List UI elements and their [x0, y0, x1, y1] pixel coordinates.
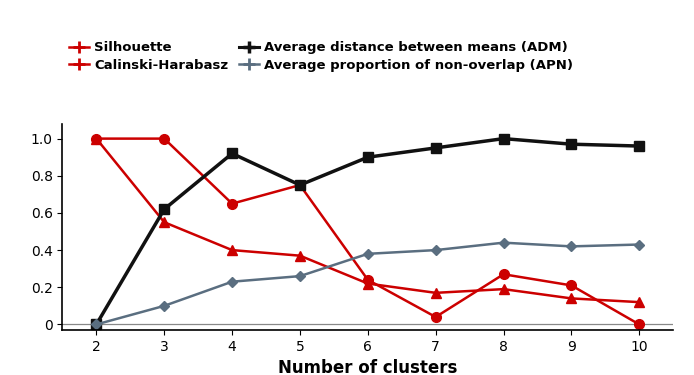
X-axis label: Number of clusters: Number of clusters	[278, 359, 457, 375]
Legend: Silhouette, Calinski-Harabasz, Average distance between means (ADM), Average pro: Silhouette, Calinski-Harabasz, Average d…	[69, 41, 573, 72]
